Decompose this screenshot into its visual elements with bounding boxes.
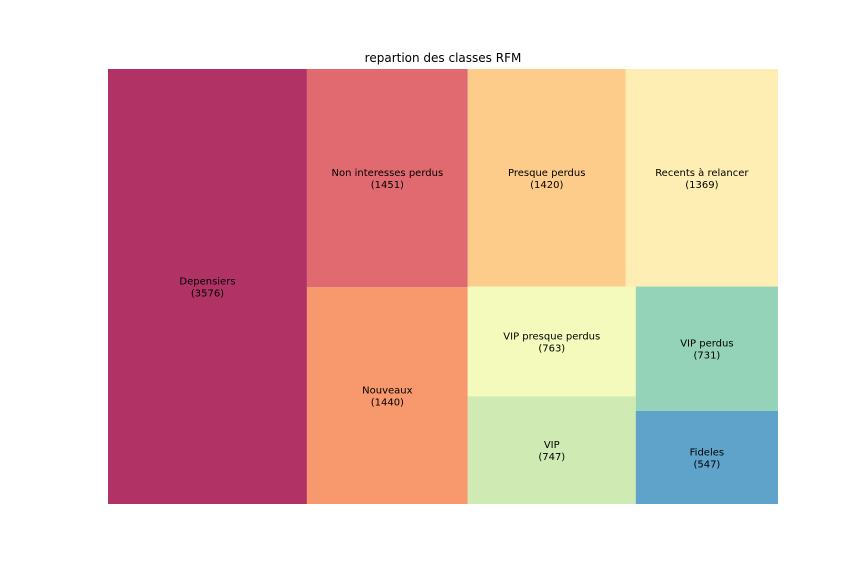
treemap-tile-rect: [467, 396, 636, 504]
treemap-tile-label: VIP: [544, 440, 560, 451]
treemap-tile: Non interesses perdus(1451): [306, 69, 468, 288]
treemap-tile-rect: [635, 410, 778, 504]
treemap-tile-value: (1369): [685, 180, 718, 191]
treemap-tile-rect: [625, 69, 778, 287]
treemap-tile-label: VIP perdus: [680, 339, 733, 350]
treemap-tile: Presque perdus(1420): [467, 69, 626, 287]
treemap-tile-value: (1420): [530, 180, 563, 191]
treemap-tile-value: (1440): [371, 398, 404, 409]
treemap-tile: VIP perdus(731): [635, 286, 778, 411]
treemap-tile-label: Nouveaux: [362, 386, 412, 397]
treemap-tile-label: VIP presque perdus: [503, 331, 600, 342]
treemap-tile-rect: [306, 287, 468, 504]
treemap-tile: Depensiers(3576): [108, 69, 307, 504]
treemap-tile-label: Depensiers: [179, 277, 235, 288]
treemap-tile-value: (763): [538, 343, 565, 354]
treemap-tile: Nouveaux(1440): [306, 287, 468, 504]
treemap-tile-label: Fideles: [690, 447, 724, 458]
treemap-tile-label: Recents à relancer: [655, 167, 749, 179]
chart-title: repartion des classes RFM: [364, 51, 522, 65]
treemap-tile: VIP(747): [467, 396, 636, 504]
treemap-tile-value: (1451): [371, 180, 404, 191]
treemap-tile-value: (731): [693, 351, 720, 362]
treemap-tile-rect: [467, 69, 626, 287]
treemap-tile-rect: [306, 69, 468, 288]
treemap-tile-value: (547): [693, 459, 720, 470]
treemap-tile: Recents à relancer(1369): [625, 69, 778, 287]
treemap-tile-rect: [467, 286, 636, 397]
treemap-tile-value: (3576): [191, 289, 224, 300]
treemap-tile-rect: [635, 286, 778, 411]
treemap-tile-label: Presque perdus: [508, 168, 585, 179]
treemap-tile-rect: [108, 69, 307, 504]
treemap-tile: Fideles(547): [635, 410, 778, 504]
treemap-tile: VIP presque perdus(763): [467, 286, 636, 397]
treemap-tile-label: Non interesses perdus: [332, 168, 444, 179]
treemap-tile-value: (747): [538, 452, 565, 463]
